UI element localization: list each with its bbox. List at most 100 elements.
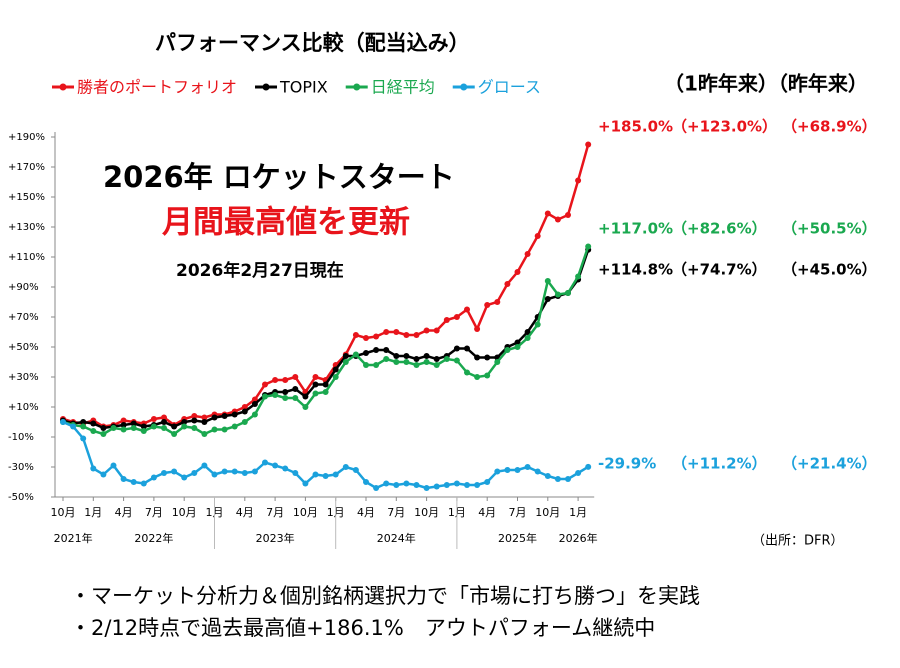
y-tick-label: +90%: [8, 282, 39, 293]
data-point: [181, 419, 188, 425]
note: ・2/12時点で過去最高値+186.1% アウトパフォーム継続中: [70, 616, 655, 640]
data-point: [322, 381, 329, 388]
data-point: [363, 350, 369, 356]
data-point: [514, 467, 521, 473]
y-tick-label: +70%: [8, 312, 39, 323]
data-point: [575, 273, 582, 280]
data-point: [241, 408, 248, 415]
y-tick-label: +190%: [8, 132, 45, 143]
year-label: 2021年: [54, 531, 93, 545]
data-point: [403, 353, 410, 359]
y-tick-label: +130%: [8, 222, 45, 233]
data-point: [120, 417, 127, 424]
x-tick-label: 10月: [293, 506, 318, 519]
data-point: [453, 345, 460, 352]
data-point: [413, 332, 420, 338]
data-point: [201, 414, 208, 421]
period-label: （+123.0%）: [672, 118, 777, 136]
data-point: [161, 419, 167, 425]
headline: 2026年 ロケットスタート: [103, 160, 455, 194]
data-point: [544, 278, 551, 284]
data-point: [292, 374, 299, 380]
data-point: [262, 381, 268, 388]
data-point: [554, 216, 561, 223]
data-point: [443, 482, 450, 488]
data-point: [464, 482, 470, 488]
chart-title: パフォーマンス比較（配当込み）: [155, 31, 470, 55]
data-point: [251, 411, 258, 418]
period-label: （+68.9%）: [782, 118, 877, 136]
year-label: 2024年: [377, 531, 416, 545]
data-point: [231, 423, 238, 430]
y-tick-label: +110%: [8, 252, 45, 263]
data-point: [383, 480, 390, 487]
value-label: -29.9%: [598, 455, 656, 473]
data-point: [484, 354, 491, 361]
data-point: [393, 482, 400, 488]
data-point: [241, 404, 248, 410]
data-point: [534, 321, 541, 328]
data-point: [201, 431, 208, 437]
legend-dot: [460, 83, 468, 91]
data-point: [413, 482, 420, 488]
note: ・マーケット分析力＆個別銘柄選択力で「市場に打ち勝つ」を実践: [70, 584, 700, 608]
x-tick-label: 4月: [357, 506, 375, 519]
data-point: [191, 425, 198, 431]
data-point: [231, 468, 238, 475]
period-label: （+82.6%）: [672, 220, 767, 238]
data-point: [494, 359, 501, 365]
value-label: +114.8%: [598, 261, 673, 279]
data-point: [332, 471, 339, 478]
data-point: [544, 473, 551, 479]
data-point: [130, 479, 137, 485]
data-point: [211, 426, 218, 433]
data-point: [90, 420, 97, 427]
data-point: [130, 425, 137, 431]
y-tick-label: +30%: [8, 372, 39, 383]
data-point: [464, 306, 470, 313]
data-point: [272, 462, 279, 469]
legend-dot: [59, 83, 67, 91]
data-point: [403, 332, 410, 338]
data-point: [80, 423, 87, 430]
data-point: [342, 359, 349, 365]
data-point: [504, 347, 511, 353]
data-point: [110, 462, 117, 469]
legend-dot: [262, 83, 270, 91]
data-point: [565, 212, 571, 218]
data-point: [100, 431, 107, 437]
data-point: [363, 362, 369, 368]
data-point: [282, 389, 289, 395]
data-point: [352, 332, 359, 338]
data-point: [544, 296, 551, 302]
source: （出所：DFR）: [752, 534, 844, 549]
data-point: [443, 317, 450, 323]
data-point: [585, 463, 592, 470]
x-tick-label: 4月: [236, 506, 254, 519]
data-point: [80, 435, 87, 442]
legend-label: 日経平均: [371, 78, 435, 97]
data-point: [201, 419, 208, 425]
data-point: [231, 411, 238, 418]
data-point: [585, 243, 592, 250]
data-point: [534, 233, 541, 239]
data-point: [241, 419, 248, 425]
x-tick-label: 7月: [266, 506, 284, 519]
data-point: [120, 426, 127, 433]
data-point: [373, 485, 380, 491]
data-point: [443, 356, 450, 362]
data-point: [80, 419, 87, 425]
data-point: [484, 479, 491, 485]
data-point: [292, 395, 299, 401]
legend-label: グロース: [478, 78, 541, 97]
value-label: +185.0%: [598, 118, 673, 136]
data-point: [150, 423, 157, 430]
data-point: [484, 372, 491, 379]
data-point: [494, 468, 501, 475]
x-tick-label: 4月: [478, 506, 496, 519]
data-point: [120, 422, 127, 428]
data-point: [100, 425, 107, 431]
legend-dot: [353, 83, 361, 91]
data-point: [221, 413, 228, 419]
